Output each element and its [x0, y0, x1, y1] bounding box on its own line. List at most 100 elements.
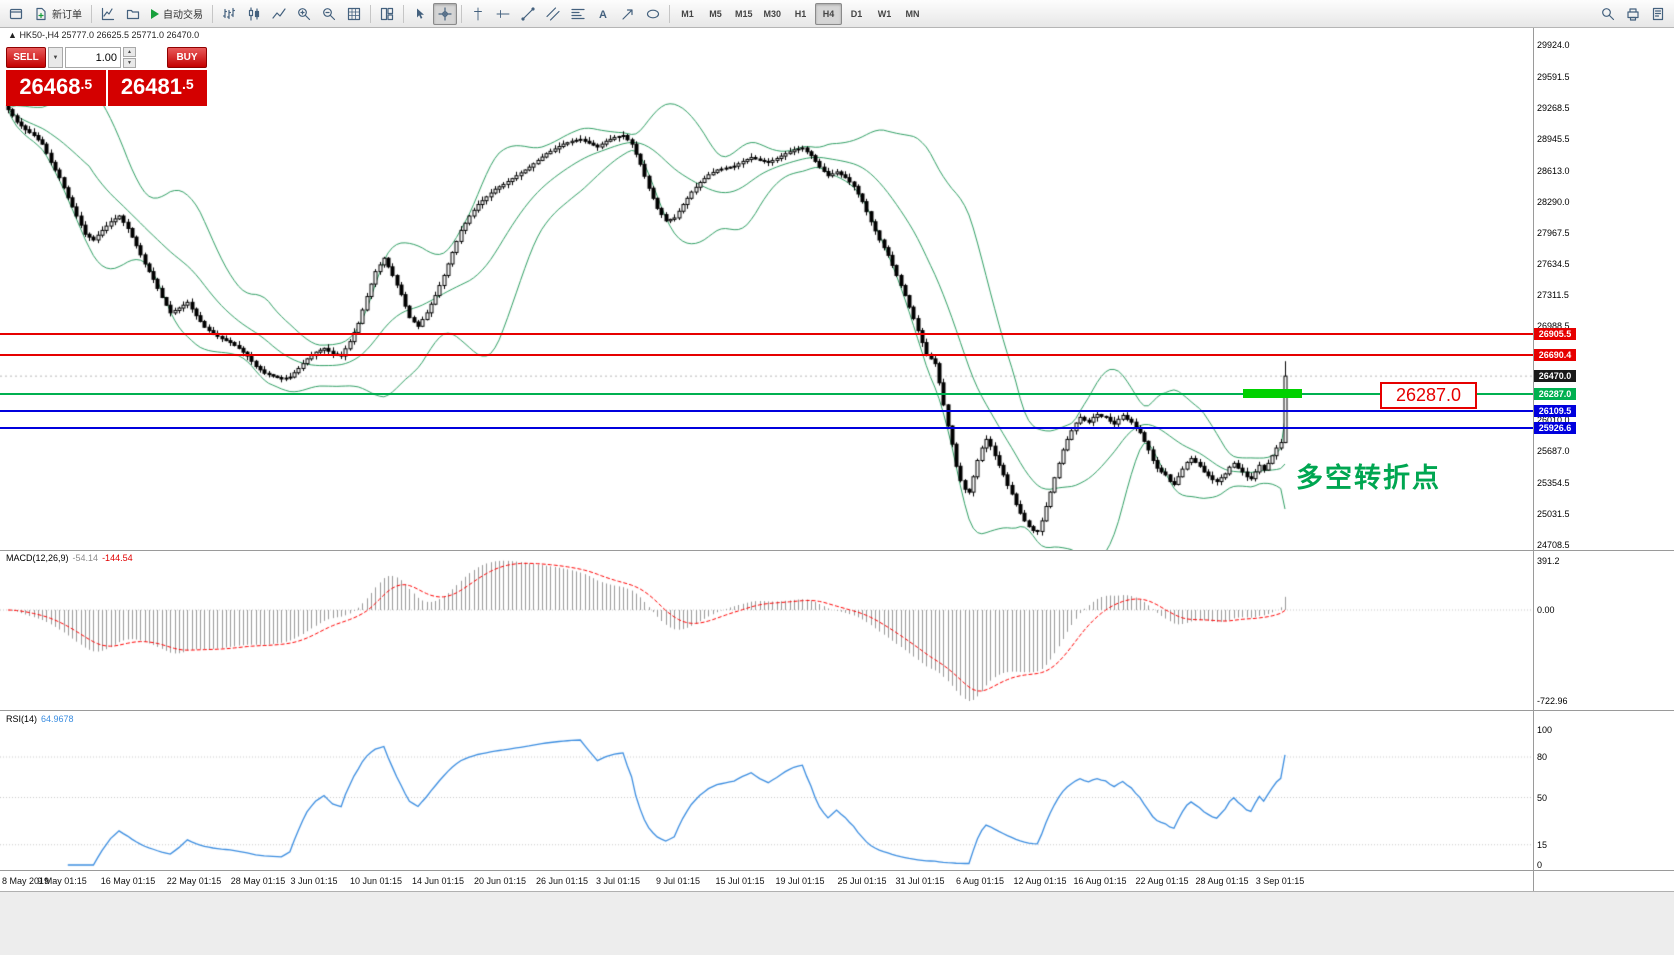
pane-separator[interactable] [0, 550, 1674, 551]
play-icon [151, 8, 159, 19]
auto-trading-label: 自动交易 [163, 10, 203, 21]
zoom-out-button[interactable] [317, 3, 341, 25]
candlestick-icon [248, 6, 260, 21]
price-level-line[interactable] [0, 353, 1533, 356]
macd-axis-tick: -722.96 [1537, 696, 1568, 707]
volume-input[interactable] [65, 47, 121, 68]
timeframe-button-d1[interactable]: D1 [850, 8, 863, 19]
fibonacci-button[interactable] [566, 3, 590, 25]
price-level-line[interactable] [0, 427, 1533, 430]
volume-decrease-button[interactable]: ▼ [123, 58, 136, 68]
sell-button[interactable]: SELL [6, 47, 46, 68]
sell-price-dec: .5 [80, 76, 93, 92]
ellipse-icon [646, 9, 660, 18]
price-axis-badge: 26109.5 [1534, 404, 1576, 417]
volume-increase-button[interactable]: ▲ [123, 47, 136, 57]
time-axis-label: 26 Jun 01:15 [535, 876, 589, 886]
buy-price-display[interactable]: 26481.5 [107, 70, 207, 106]
print-button[interactable] [1621, 3, 1645, 25]
price-axis-tick: 28290.0 [1537, 196, 1570, 207]
bar-chart-icon [223, 7, 235, 19]
price-axis-badge: 26905.5 [1534, 328, 1576, 341]
trendline-button[interactable] [516, 3, 540, 25]
profiles-button[interactable] [121, 3, 145, 25]
rsi-axis-tick: 0 [1537, 860, 1543, 870]
candlestick-chart-button[interactable] [242, 3, 266, 25]
rsi-indicator-label: RSI(14) 64.9678 [6, 714, 74, 724]
price-level-line[interactable] [0, 409, 1533, 412]
pane-separator [0, 870, 1674, 871]
breakout-highlight-segment[interactable] [1243, 389, 1302, 398]
timeframe-button-h1[interactable]: H1 [794, 8, 807, 19]
zoom-out-icon [323, 7, 336, 20]
vertical-line-button[interactable] [466, 3, 490, 25]
cursor-button[interactable] [408, 3, 432, 25]
new-chart-button[interactable] [96, 3, 120, 25]
crosshair-button[interactable] [433, 2, 457, 25]
channel-icon [546, 6, 560, 21]
timeframe-button-mn[interactable]: MN [905, 8, 920, 19]
main-chart-canvas[interactable] [0, 40, 1533, 550]
time-axis-label: 25 Jul 01:15 [837, 876, 887, 886]
horizontal-line-icon [496, 9, 510, 18]
fibonacci-icon [571, 8, 585, 19]
zoom-in-button[interactable] [292, 3, 316, 25]
new-order-button[interactable]: 新订单 [29, 3, 87, 25]
price-level-line[interactable] [0, 333, 1533, 336]
price-axis-border [1533, 28, 1534, 891]
auto-trading-button[interactable]: 自动交易 [146, 3, 208, 25]
to olbar-separator [370, 4, 371, 23]
tile-windows-button[interactable] [375, 3, 399, 25]
text-tool-button[interactable]: A [591, 3, 615, 25]
timeframe-button-h4[interactable]: H4 [815, 2, 843, 25]
macd-indicator-canvas[interactable] [0, 551, 1533, 710]
price-axis-tick: 26010.0 [1537, 415, 1570, 426]
time-axis-label: 3 Jun 01:15 [290, 876, 338, 886]
buy-price-int: 26481 [120, 74, 182, 99]
timeframe-button-m30[interactable]: M30 [763, 8, 782, 19]
macd-axis-tick: 0.00 [1537, 605, 1555, 615]
search-button[interactable] [1596, 3, 1620, 25]
rsi-axis-tick: 15 [1537, 839, 1548, 850]
macd-signal-value: -144.54 [102, 553, 133, 563]
price-axis-tick: 25354.5 [1537, 478, 1570, 489]
time-axis-label: 3 Sep 01:15 [1255, 876, 1305, 886]
buy-button[interactable]: BUY [167, 47, 207, 68]
indicators-button[interactable] [342, 3, 366, 25]
price-axis-badge: 25926.6 [1534, 422, 1576, 435]
volume-dropdown-button[interactable]: ▼ [48, 47, 63, 68]
price-level-line[interactable] [0, 392, 1533, 395]
app-menu-icon[interactable] [4, 3, 28, 25]
line-chart-button[interactable] [267, 3, 291, 25]
vertical-line-icon [474, 7, 482, 20]
channel-button[interactable] [541, 3, 565, 25]
time-axis-label: 3 Jul 01:15 [595, 876, 641, 886]
price-axis-tick: 29924.0 [1537, 40, 1570, 50]
time-axis-label: 19 Jul 01:15 [775, 876, 825, 886]
timeframe-button-m5[interactable]: M5 [709, 8, 722, 19]
price-axis-tick: 29268.5 [1537, 102, 1570, 113]
timeframe-button-w1[interactable]: W1 [877, 8, 892, 19]
price-axis-tick: 29591.5 [1537, 71, 1570, 82]
arrow-icon [622, 8, 633, 20]
time-axis-label: 12 Aug 01:15 [1013, 876, 1067, 886]
timeframe-button-m15[interactable]: M15 [735, 8, 753, 19]
print-preview-button[interactable] [1646, 3, 1670, 25]
timeframe-button-m1[interactable]: M1 [681, 8, 694, 19]
rsi-name: RSI(14) [6, 714, 38, 724]
crosshair-icon [438, 6, 452, 21]
price-callout-label[interactable]: 26287.0 [1380, 382, 1477, 409]
rsi-indicator-canvas[interactable] [0, 711, 1533, 870]
rsi-axis-tick: 100 [1537, 725, 1553, 735]
bar-chart-button[interactable] [217, 3, 241, 25]
sell-price-display[interactable]: 26468.5 [6, 70, 106, 106]
pane-separator[interactable] [0, 710, 1674, 711]
arrow-tool-button[interactable] [616, 3, 640, 25]
turning-point-annotation[interactable]: 多空转折点 [1296, 463, 1441, 493]
symbol-arrow-icon: ▲ [8, 30, 17, 40]
price-axis-tick: 28945.5 [1537, 133, 1570, 144]
shapes-button[interactable] [641, 3, 665, 25]
svg-text:A: A [599, 9, 607, 21]
horizontal-line-button[interactable] [491, 3, 515, 25]
new-order-icon [36, 7, 46, 20]
